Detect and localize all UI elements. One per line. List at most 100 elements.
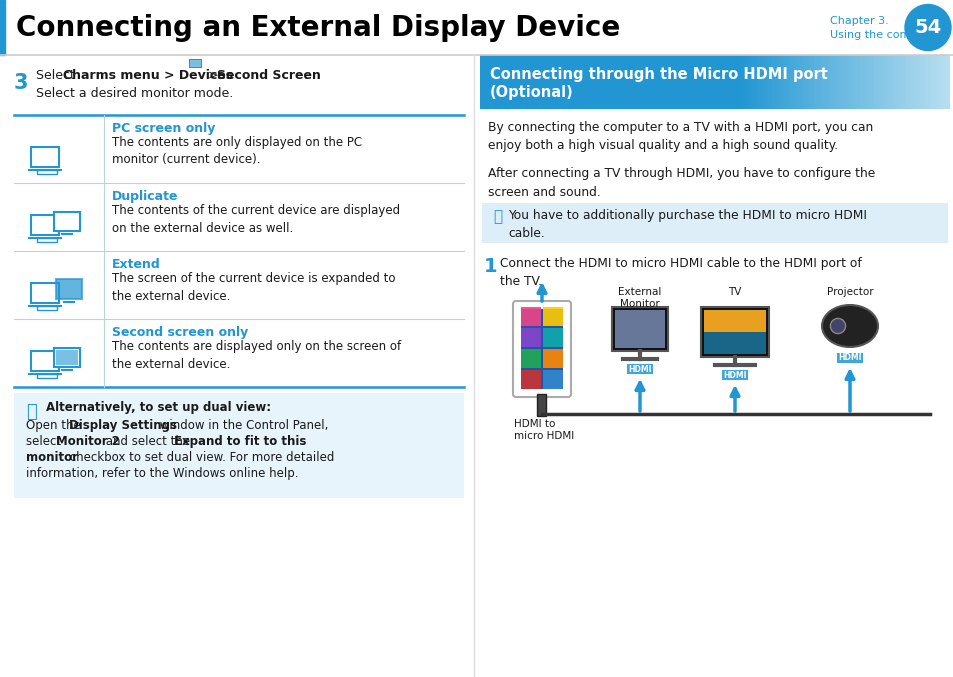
- Text: 1: 1: [483, 257, 497, 276]
- Bar: [862, 55, 863, 109]
- Bar: [933, 55, 935, 109]
- Text: Connecting through the Micro HDMI port: Connecting through the Micro HDMI port: [490, 67, 827, 82]
- Bar: [751, 55, 753, 109]
- Bar: [761, 55, 763, 109]
- Bar: [913, 55, 915, 109]
- Bar: [758, 55, 760, 109]
- Bar: [847, 55, 849, 109]
- Bar: [915, 55, 917, 109]
- Text: Alternatively, to set up dual view:: Alternatively, to set up dual view:: [46, 401, 271, 414]
- Text: window in the Control Panel,: window in the Control Panel,: [156, 419, 328, 432]
- Bar: [807, 55, 809, 109]
- Text: Select: Select: [36, 69, 79, 82]
- Bar: [931, 55, 933, 109]
- Bar: [885, 55, 887, 109]
- Bar: [907, 55, 909, 109]
- Text: monitor: monitor: [26, 451, 78, 464]
- Bar: [769, 55, 771, 109]
- Bar: [740, 55, 741, 109]
- Ellipse shape: [821, 305, 877, 347]
- Bar: [775, 55, 778, 109]
- Text: Expand to fit to this: Expand to fit to this: [173, 435, 306, 448]
- Bar: [869, 55, 871, 109]
- Bar: [783, 55, 785, 109]
- Bar: [883, 55, 885, 109]
- Bar: [789, 55, 791, 109]
- Text: Second screen only: Second screen only: [112, 326, 248, 339]
- Text: Connect the HDMI to micro HDMI cable to the HDMI port of
the TV.: Connect the HDMI to micro HDMI cable to …: [499, 257, 861, 288]
- Bar: [947, 55, 949, 109]
- Bar: [939, 55, 941, 109]
- Bar: [797, 55, 800, 109]
- FancyBboxPatch shape: [836, 353, 862, 363]
- FancyBboxPatch shape: [479, 55, 949, 109]
- Text: 3: 3: [14, 73, 29, 93]
- Text: Display Settings: Display Settings: [69, 419, 177, 432]
- Bar: [820, 55, 821, 109]
- Bar: [825, 55, 827, 109]
- Bar: [615, 310, 664, 348]
- Bar: [817, 55, 820, 109]
- Bar: [911, 55, 913, 109]
- FancyBboxPatch shape: [612, 307, 667, 351]
- Bar: [945, 55, 947, 109]
- FancyBboxPatch shape: [626, 364, 652, 374]
- Bar: [827, 55, 829, 109]
- Bar: [813, 55, 815, 109]
- Bar: [943, 55, 945, 109]
- Bar: [815, 55, 817, 109]
- Bar: [882, 55, 883, 109]
- Bar: [771, 55, 773, 109]
- FancyBboxPatch shape: [54, 348, 80, 367]
- Bar: [811, 55, 813, 109]
- Bar: [767, 55, 769, 109]
- Bar: [941, 55, 943, 109]
- Text: Connecting an External Display Device: Connecting an External Display Device: [16, 14, 619, 41]
- Text: Monitor 2: Monitor 2: [56, 435, 120, 448]
- Text: 📝: 📝: [27, 403, 37, 421]
- Text: Open the: Open the: [26, 419, 85, 432]
- Bar: [520, 328, 540, 347]
- Bar: [849, 55, 851, 109]
- Bar: [937, 55, 939, 109]
- Bar: [542, 307, 562, 326]
- Bar: [893, 55, 895, 109]
- Text: After connecting a TV through HDMI, you have to configure the
screen and sound.: After connecting a TV through HDMI, you …: [488, 167, 874, 198]
- Bar: [741, 55, 743, 109]
- Bar: [865, 55, 867, 109]
- Bar: [809, 55, 811, 109]
- Bar: [823, 55, 825, 109]
- Bar: [803, 55, 805, 109]
- Text: Chapter 3.: Chapter 3.: [829, 16, 888, 26]
- Bar: [843, 55, 845, 109]
- Bar: [833, 55, 835, 109]
- Bar: [841, 55, 843, 109]
- FancyBboxPatch shape: [54, 212, 80, 231]
- Bar: [749, 55, 751, 109]
- FancyBboxPatch shape: [513, 301, 571, 397]
- Bar: [738, 55, 740, 109]
- Text: The screen of the current device is expanded to
the external device.: The screen of the current device is expa…: [112, 272, 395, 303]
- Bar: [747, 55, 749, 109]
- Bar: [853, 55, 855, 109]
- Bar: [537, 394, 546, 416]
- Text: HDMI: HDMI: [838, 353, 861, 362]
- Bar: [703, 310, 765, 332]
- Bar: [765, 55, 767, 109]
- FancyBboxPatch shape: [189, 59, 202, 68]
- Bar: [542, 349, 562, 368]
- Bar: [542, 370, 562, 389]
- Bar: [891, 55, 893, 109]
- FancyBboxPatch shape: [56, 279, 82, 299]
- Bar: [927, 55, 929, 109]
- Bar: [905, 55, 907, 109]
- Bar: [795, 55, 797, 109]
- Bar: [520, 370, 540, 389]
- Text: HDMI: HDMI: [628, 364, 651, 374]
- Bar: [829, 55, 831, 109]
- Text: By connecting the computer to a TV with a HDMI port, you can
enjoy both a high v: By connecting the computer to a TV with …: [488, 121, 872, 152]
- Circle shape: [829, 318, 844, 334]
- Bar: [857, 55, 859, 109]
- FancyBboxPatch shape: [14, 393, 463, 498]
- Text: and select the: and select the: [102, 435, 193, 448]
